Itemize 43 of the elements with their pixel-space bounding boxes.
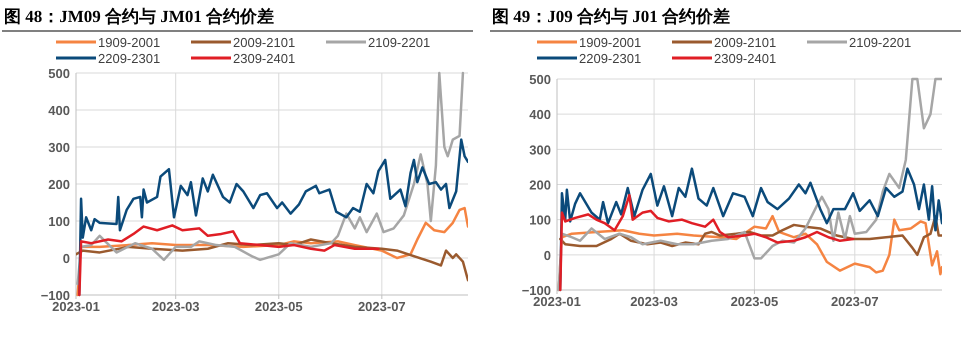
legend-item: 1909-2001 [56, 35, 160, 50]
line-series [76, 72, 464, 286]
y-tick-label: 0 [62, 251, 70, 266]
y-tick-label: 200 [529, 178, 551, 192]
y-tick-label: 300 [48, 140, 70, 155]
y-tick-label: 400 [48, 103, 70, 118]
y-tick-label: 500 [48, 66, 70, 81]
y-tick-label: 100 [48, 214, 70, 229]
y-tick-label: 0 [544, 248, 551, 263]
y-tick-label: 200 [48, 177, 70, 192]
x-tick-label: 2023-07 [358, 299, 406, 314]
legend-label: 2109-2201 [368, 35, 430, 50]
legend-item: 2309-2401 [672, 51, 776, 66]
legend-item: 2009-2101 [191, 35, 296, 50]
x-tick-label: 2023-07 [830, 294, 879, 309]
x-tick-label: 2023-03 [152, 299, 200, 314]
x-tick-label: 2023-05 [730, 294, 778, 309]
legend-label: 2009-2101 [714, 35, 776, 50]
legend-item: 1909-2001 [537, 35, 642, 50]
legend-label: 2309-2401 [714, 51, 776, 66]
legend-label: 2109-2201 [849, 35, 912, 50]
chart-title: 图 49：J09 合约与 J01 合约价差 [492, 7, 730, 26]
legend-label: 2309-2401 [233, 51, 296, 66]
x-tick-label: 2023-03 [630, 294, 678, 309]
chart-title: 图 48：JM09 合约与 JM01 合约价差 [4, 7, 274, 26]
y-tick-label: 300 [529, 142, 551, 158]
legend-item: 2309-2401 [191, 51, 296, 66]
legend-label: 2209-2301 [98, 51, 160, 66]
y-tick-label: 500 [529, 72, 551, 87]
legend-label: 1909-2001 [98, 35, 160, 50]
legend-item: 2109-2201 [326, 35, 430, 50]
y-tick-label: 100 [529, 212, 551, 228]
legend-label: 1909-2001 [579, 35, 642, 50]
x-tick-label: 2023-05 [254, 299, 303, 314]
legend-item: 2009-2101 [672, 35, 776, 50]
legend-item: 2209-2301 [56, 51, 160, 66]
line-series [78, 224, 380, 296]
legend-label: 2009-2101 [233, 35, 296, 50]
legend-item: 2209-2301 [537, 51, 642, 66]
y-tick-label: 400 [529, 107, 551, 122]
legend-item: 2109-2201 [807, 35, 912, 50]
line-series [559, 194, 854, 292]
legend-label: 2209-2301 [579, 51, 642, 66]
